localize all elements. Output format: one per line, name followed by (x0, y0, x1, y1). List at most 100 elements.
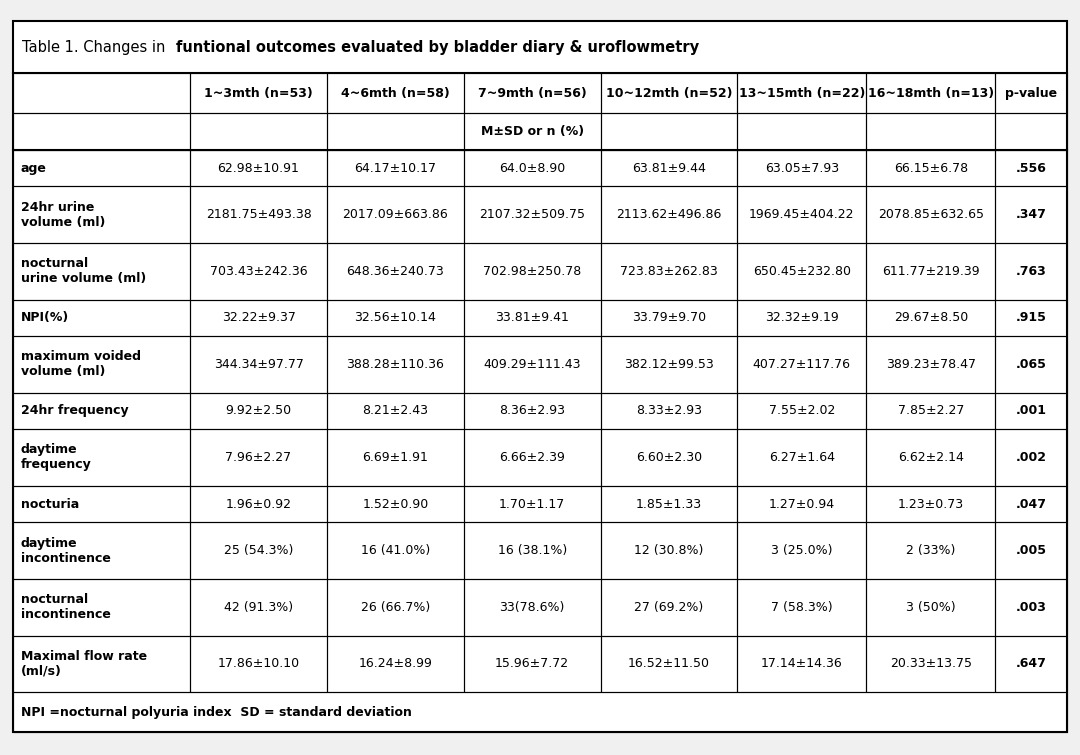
Text: M±SD or n (%): M±SD or n (%) (481, 125, 583, 138)
Text: daytime
incontinence: daytime incontinence (21, 537, 110, 565)
Text: .002: .002 (1015, 451, 1047, 464)
Bar (600, 393, 738, 429)
Text: 1.27±0.94: 1.27±0.94 (769, 498, 835, 510)
Bar (738, 579, 866, 636)
Bar (327, 243, 463, 300)
Text: 344.34±97.77: 344.34±97.77 (214, 358, 303, 371)
Bar (996, 393, 1067, 429)
Bar (13, 300, 190, 336)
Text: .647: .647 (1015, 658, 1047, 670)
Text: age: age (21, 162, 46, 174)
Bar (463, 393, 600, 429)
Text: 7~9mth (n=56): 7~9mth (n=56) (477, 87, 586, 100)
Bar (463, 485, 600, 522)
Bar (600, 429, 738, 485)
Text: 8.36±2.93: 8.36±2.93 (499, 405, 565, 418)
Bar (327, 393, 463, 429)
Bar (190, 429, 327, 485)
Text: 29.67±8.50: 29.67±8.50 (893, 311, 968, 325)
Bar (463, 113, 600, 149)
Text: 2181.75±493.38: 2181.75±493.38 (205, 208, 311, 221)
Bar (13, 243, 190, 300)
Bar (13, 579, 190, 636)
Text: 407.27±117.76: 407.27±117.76 (753, 358, 851, 371)
Bar (866, 186, 996, 243)
Bar (327, 579, 463, 636)
Bar (738, 186, 866, 243)
Bar (866, 336, 996, 393)
Text: 6.62±2.14: 6.62±2.14 (897, 451, 963, 464)
Text: 4~6mth (n=58): 4~6mth (n=58) (341, 87, 449, 100)
Text: 702.98±250.78: 702.98±250.78 (483, 265, 581, 278)
Text: 33.81±9.41: 33.81±9.41 (496, 311, 569, 325)
Text: 24hr urine
volume (ml): 24hr urine volume (ml) (21, 201, 105, 229)
Bar (463, 243, 600, 300)
Bar (13, 393, 190, 429)
Text: 16.52±11.50: 16.52±11.50 (627, 658, 710, 670)
Bar (996, 429, 1067, 485)
Bar (190, 300, 327, 336)
Text: 25 (54.3%): 25 (54.3%) (224, 544, 294, 557)
Bar (190, 636, 327, 692)
Text: .347: .347 (1015, 208, 1047, 221)
Bar (738, 636, 866, 692)
Bar (866, 243, 996, 300)
Bar (190, 243, 327, 300)
Bar (996, 300, 1067, 336)
Bar (738, 243, 866, 300)
Text: 2078.85±632.65: 2078.85±632.65 (878, 208, 984, 221)
Text: 8.33±2.93: 8.33±2.93 (636, 405, 702, 418)
Text: 6.27±1.64: 6.27±1.64 (769, 451, 835, 464)
Bar (190, 186, 327, 243)
Bar (13, 113, 190, 149)
Text: 63.81±9.44: 63.81±9.44 (632, 162, 706, 174)
Text: 409.29±111.43: 409.29±111.43 (484, 358, 581, 371)
Bar (600, 636, 738, 692)
Text: Maximal flow rate
(ml/s): Maximal flow rate (ml/s) (21, 650, 147, 678)
Bar (190, 336, 327, 393)
Bar (738, 336, 866, 393)
Bar (327, 300, 463, 336)
Bar (996, 243, 1067, 300)
Bar (738, 393, 866, 429)
Bar (996, 73, 1067, 113)
Text: 1969.45±404.22: 1969.45±404.22 (750, 208, 854, 221)
Bar (463, 636, 600, 692)
Text: 6.60±2.30: 6.60±2.30 (636, 451, 702, 464)
Bar (738, 113, 866, 149)
Bar (866, 149, 996, 186)
Bar (13, 485, 190, 522)
Bar (190, 73, 327, 113)
Text: .047: .047 (1015, 498, 1047, 510)
Bar (996, 636, 1067, 692)
Bar (327, 485, 463, 522)
Text: 2 (33%): 2 (33%) (906, 544, 956, 557)
Bar (327, 636, 463, 692)
Text: 66.15±6.78: 66.15±6.78 (894, 162, 968, 174)
Text: nocturnal
incontinence: nocturnal incontinence (21, 593, 110, 621)
Bar (996, 485, 1067, 522)
Bar (600, 113, 738, 149)
Text: 1~3mth (n=53): 1~3mth (n=53) (204, 87, 313, 100)
Text: nocturia: nocturia (21, 498, 79, 510)
Bar (463, 429, 600, 485)
Text: 2017.09±663.86: 2017.09±663.86 (342, 208, 448, 221)
Text: .003: .003 (1015, 601, 1047, 614)
Text: 27 (69.2%): 27 (69.2%) (634, 601, 703, 614)
Text: 10~12mth (n=52): 10~12mth (n=52) (606, 87, 732, 100)
Text: 33.79±9.70: 33.79±9.70 (632, 311, 706, 325)
Text: 32.56±10.14: 32.56±10.14 (354, 311, 436, 325)
Bar (463, 186, 600, 243)
Text: 33(78.6%): 33(78.6%) (499, 601, 565, 614)
Text: 6.69±1.91: 6.69±1.91 (363, 451, 429, 464)
Text: 611.77±219.39: 611.77±219.39 (882, 265, 980, 278)
Text: 16 (41.0%): 16 (41.0%) (361, 544, 430, 557)
Bar (600, 149, 738, 186)
Bar (13, 73, 190, 113)
Text: maximum voided
volume (ml): maximum voided volume (ml) (21, 350, 140, 378)
Bar (866, 579, 996, 636)
Bar (600, 186, 738, 243)
Text: .005: .005 (1015, 544, 1047, 557)
Text: 64.17±10.17: 64.17±10.17 (354, 162, 436, 174)
Bar (866, 73, 996, 113)
